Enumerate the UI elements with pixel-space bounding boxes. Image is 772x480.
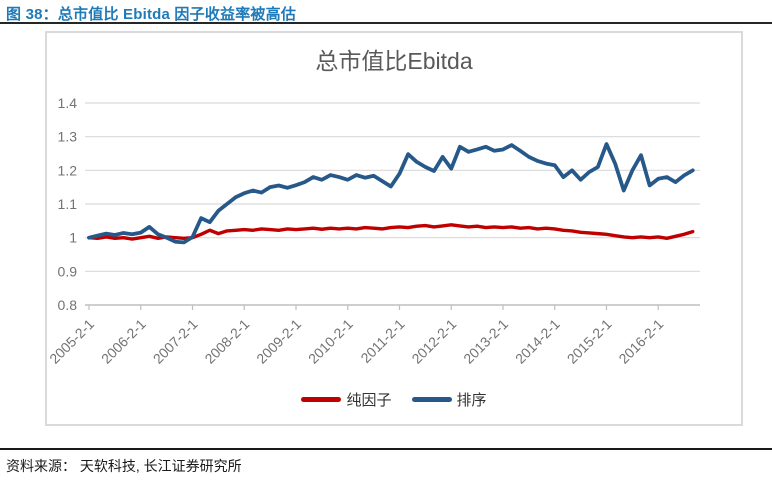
legend-item-pure-factor: 纯因子 (301, 389, 392, 410)
x-tick-label: 2008-2-1 (201, 316, 252, 365)
figure-caption: 图 38：总市值比 Ebitda 因子收益率被高估 (6, 6, 297, 23)
x-tick-label: 2006-2-1 (98, 316, 149, 365)
factor-return-chart: 2005-2-1 2006-2-1 2007-2-1 2008-2-1 2009-2-1… (47, 95, 700, 365)
legend-item-rank: 排序 (411, 389, 487, 410)
legend-label-pure-factor: 纯因子 (346, 392, 392, 409)
source-divider (0, 448, 772, 450)
chart-panel: 总市值比Ebitda 2005-2-1 2006-2-1 2007-2-1 2008-… (45, 31, 743, 426)
x-tick-label: 2005-2-1 (47, 316, 97, 365)
y-tick-label: 1.1 (58, 196, 78, 212)
x-tick-label: 2016-2-1 (615, 316, 666, 365)
x-tick-label: 2013-2-1 (460, 316, 511, 365)
x-tick-label: 2007-2-1 (150, 316, 201, 365)
caption-underline (0, 22, 772, 24)
pure-factor-line (87, 223, 695, 241)
y-tick-label: 1.4 (58, 95, 78, 111)
x-tick-label: 2011-2-1 (357, 316, 407, 365)
y-tick-label: 1.2 (58, 162, 78, 178)
legend-label-rank: 排序 (456, 392, 487, 409)
y-tick-label: 1 (69, 230, 77, 246)
y-tick-label: 0.9 (58, 263, 78, 279)
rank-line-swatch (411, 397, 452, 402)
y-tick-label: 0.8 (58, 297, 78, 313)
source-text: 资料来源： 天软科技, 长江证券研究所 (6, 458, 242, 474)
x-tick-label: 2009-2-1 (253, 316, 304, 365)
chart-title: 总市值比Ebitda (315, 48, 473, 74)
rank-line (87, 142, 695, 245)
pure-factor-line-swatch (301, 397, 342, 402)
x-tick-label: 2015-2-1 (564, 316, 615, 365)
x-tick-label: 2012-2-1 (408, 316, 459, 365)
chart-legend: 纯因子 排序 (47, 389, 741, 410)
x-tick-label: 2014-2-1 (512, 316, 563, 365)
x-tick-label: 2010-2-1 (305, 316, 356, 365)
y-tick-label: 1.3 (58, 129, 78, 145)
